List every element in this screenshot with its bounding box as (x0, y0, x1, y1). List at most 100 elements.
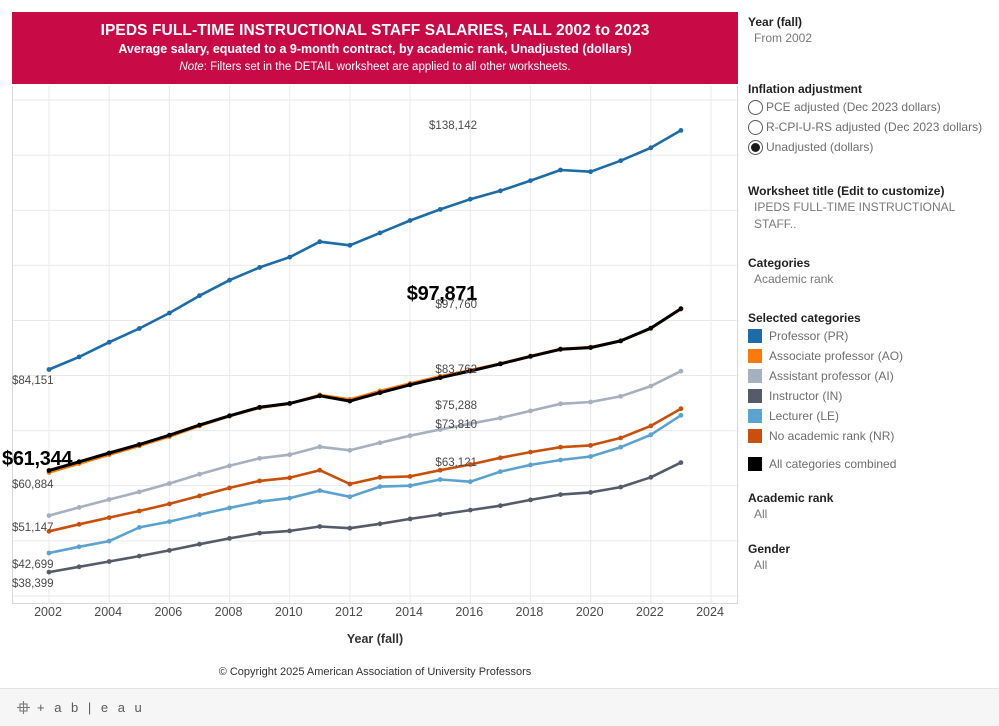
data-point (407, 382, 413, 388)
data-point (347, 242, 353, 248)
data-point (76, 544, 82, 550)
data-point (407, 433, 413, 439)
x-axis-tick-label: 2006 (154, 605, 183, 619)
x-axis-tick-label: 2002 (34, 605, 62, 619)
data-point (498, 361, 503, 367)
series-line (47, 129, 683, 371)
data-point (136, 489, 142, 495)
radio-unselected-icon[interactable] (748, 119, 763, 135)
data-point (498, 188, 503, 194)
data-point (76, 505, 82, 510)
legend-item-6[interactable]: All categories combined (748, 454, 999, 474)
data-point (136, 525, 142, 530)
data-point (678, 412, 684, 418)
legend-color-swatch (748, 457, 762, 471)
inflation-option-1[interactable]: R-CPI-U-RS adjusted (Dec 2023 dollars) (748, 117, 999, 137)
data-point (528, 462, 533, 468)
data-point (558, 444, 563, 450)
legend-item-label: No academic rank (NR) (769, 429, 895, 443)
data-point (377, 484, 383, 489)
legend-color-swatch (748, 349, 762, 363)
data-point (588, 443, 593, 448)
data-point (287, 254, 293, 260)
data-point (287, 401, 293, 406)
gender-label: Gender (748, 542, 791, 556)
x-axis-tick-label: 2016 (455, 605, 484, 619)
inflation-adjustment-label: Inflation adjustment (748, 82, 862, 96)
series-line (47, 307, 683, 474)
worksheet-title-value[interactable]: IPEDS FULL-TIME INSTRUCTIONAL STAFF.. (754, 200, 955, 231)
data-point (588, 454, 593, 459)
legend-item-2[interactable]: Assistant professor (AI) (748, 366, 999, 386)
data-point (437, 467, 443, 473)
selected-categories-group: Selected categories Professor (PR) Associ… (748, 310, 999, 474)
categories-value[interactable]: Academic rank (754, 272, 834, 286)
radio-selected-icon[interactable] (748, 139, 763, 155)
legend-color-swatch (748, 409, 762, 423)
academic-rank-value[interactable]: All (754, 507, 768, 521)
data-point (46, 569, 52, 575)
academic-rank-label: Academic rank (748, 491, 834, 505)
color-legend[interactable]: Professor (PR) Associate professor (AO) As… (748, 326, 999, 474)
right-data-label: $138,142 (429, 120, 477, 133)
data-point (347, 447, 353, 453)
data-point (347, 525, 353, 531)
legend-item-0[interactable]: Professor (PR) (748, 326, 999, 346)
left-data-label: $42,699 (12, 559, 54, 572)
inflation-option-0[interactable]: PCE adjusted (Dec 2023 dollars) (748, 97, 999, 117)
plot-area (12, 86, 739, 604)
legend-item-4[interactable]: Lecturer (LE) (748, 406, 999, 426)
data-point (377, 230, 383, 236)
x-axis-tick-label: 2012 (335, 605, 363, 619)
inflation-adjustment-group: Inflation adjustment PCE adjusted (Dec 2… (748, 81, 999, 157)
data-point (498, 455, 503, 461)
data-point (136, 442, 142, 447)
legend-item-1[interactable]: Associate professor (AO) (748, 346, 999, 366)
data-point (528, 354, 533, 359)
data-point (76, 521, 82, 527)
data-point (46, 468, 52, 473)
right-data-label: $97,760 (435, 299, 477, 312)
data-point (678, 406, 684, 412)
legend-item-3[interactable]: Instructor (IN) (748, 386, 999, 406)
year-filter-value[interactable]: From 2002 (754, 31, 813, 45)
tableau-footer-bar: + a b | e a u (0, 688, 999, 726)
data-point (136, 326, 142, 331)
radio-unselected-icon[interactable] (748, 99, 763, 115)
data-point (618, 393, 624, 399)
data-point (287, 528, 293, 534)
data-point (407, 474, 413, 479)
inflation-option-2[interactable]: Unadjusted (dollars) (748, 137, 999, 157)
data-point (528, 408, 533, 414)
gender-group: Gender All (748, 541, 999, 574)
data-point (648, 145, 654, 151)
data-point (106, 497, 112, 502)
data-point (317, 524, 323, 529)
x-axis-tick-label: 2010 (274, 605, 303, 619)
inflation-radio-group[interactable]: PCE adjusted (Dec 2023 dollars) R-CPI-U-R… (748, 97, 999, 157)
page-note: Note: Filters set in the DETAIL workshee… (179, 59, 570, 75)
data-point (377, 474, 383, 480)
legend-color-swatch (748, 429, 762, 443)
data-point (648, 325, 654, 331)
data-point (437, 477, 443, 482)
right-data-label: $73,810 (435, 419, 477, 432)
legend-item-5[interactable]: No academic rank (NR) (748, 426, 999, 446)
data-point (347, 398, 353, 404)
data-point (257, 265, 262, 270)
inflation-option-label: Unadjusted (dollars) (766, 140, 874, 154)
data-point (287, 475, 293, 481)
data-point (197, 293, 202, 299)
data-point (588, 345, 593, 350)
x-axis-tick-label: 2004 (94, 605, 123, 619)
data-point (136, 553, 142, 559)
data-point (467, 421, 473, 427)
series-lines (46, 128, 684, 575)
copyright-text: © Copyright 2025 American Association of… (218, 666, 532, 678)
data-point (618, 435, 624, 441)
year-filter-label: Year (fall) (748, 15, 803, 29)
gender-value[interactable]: All (754, 558, 768, 572)
data-point (106, 559, 112, 564)
data-point (437, 427, 443, 432)
